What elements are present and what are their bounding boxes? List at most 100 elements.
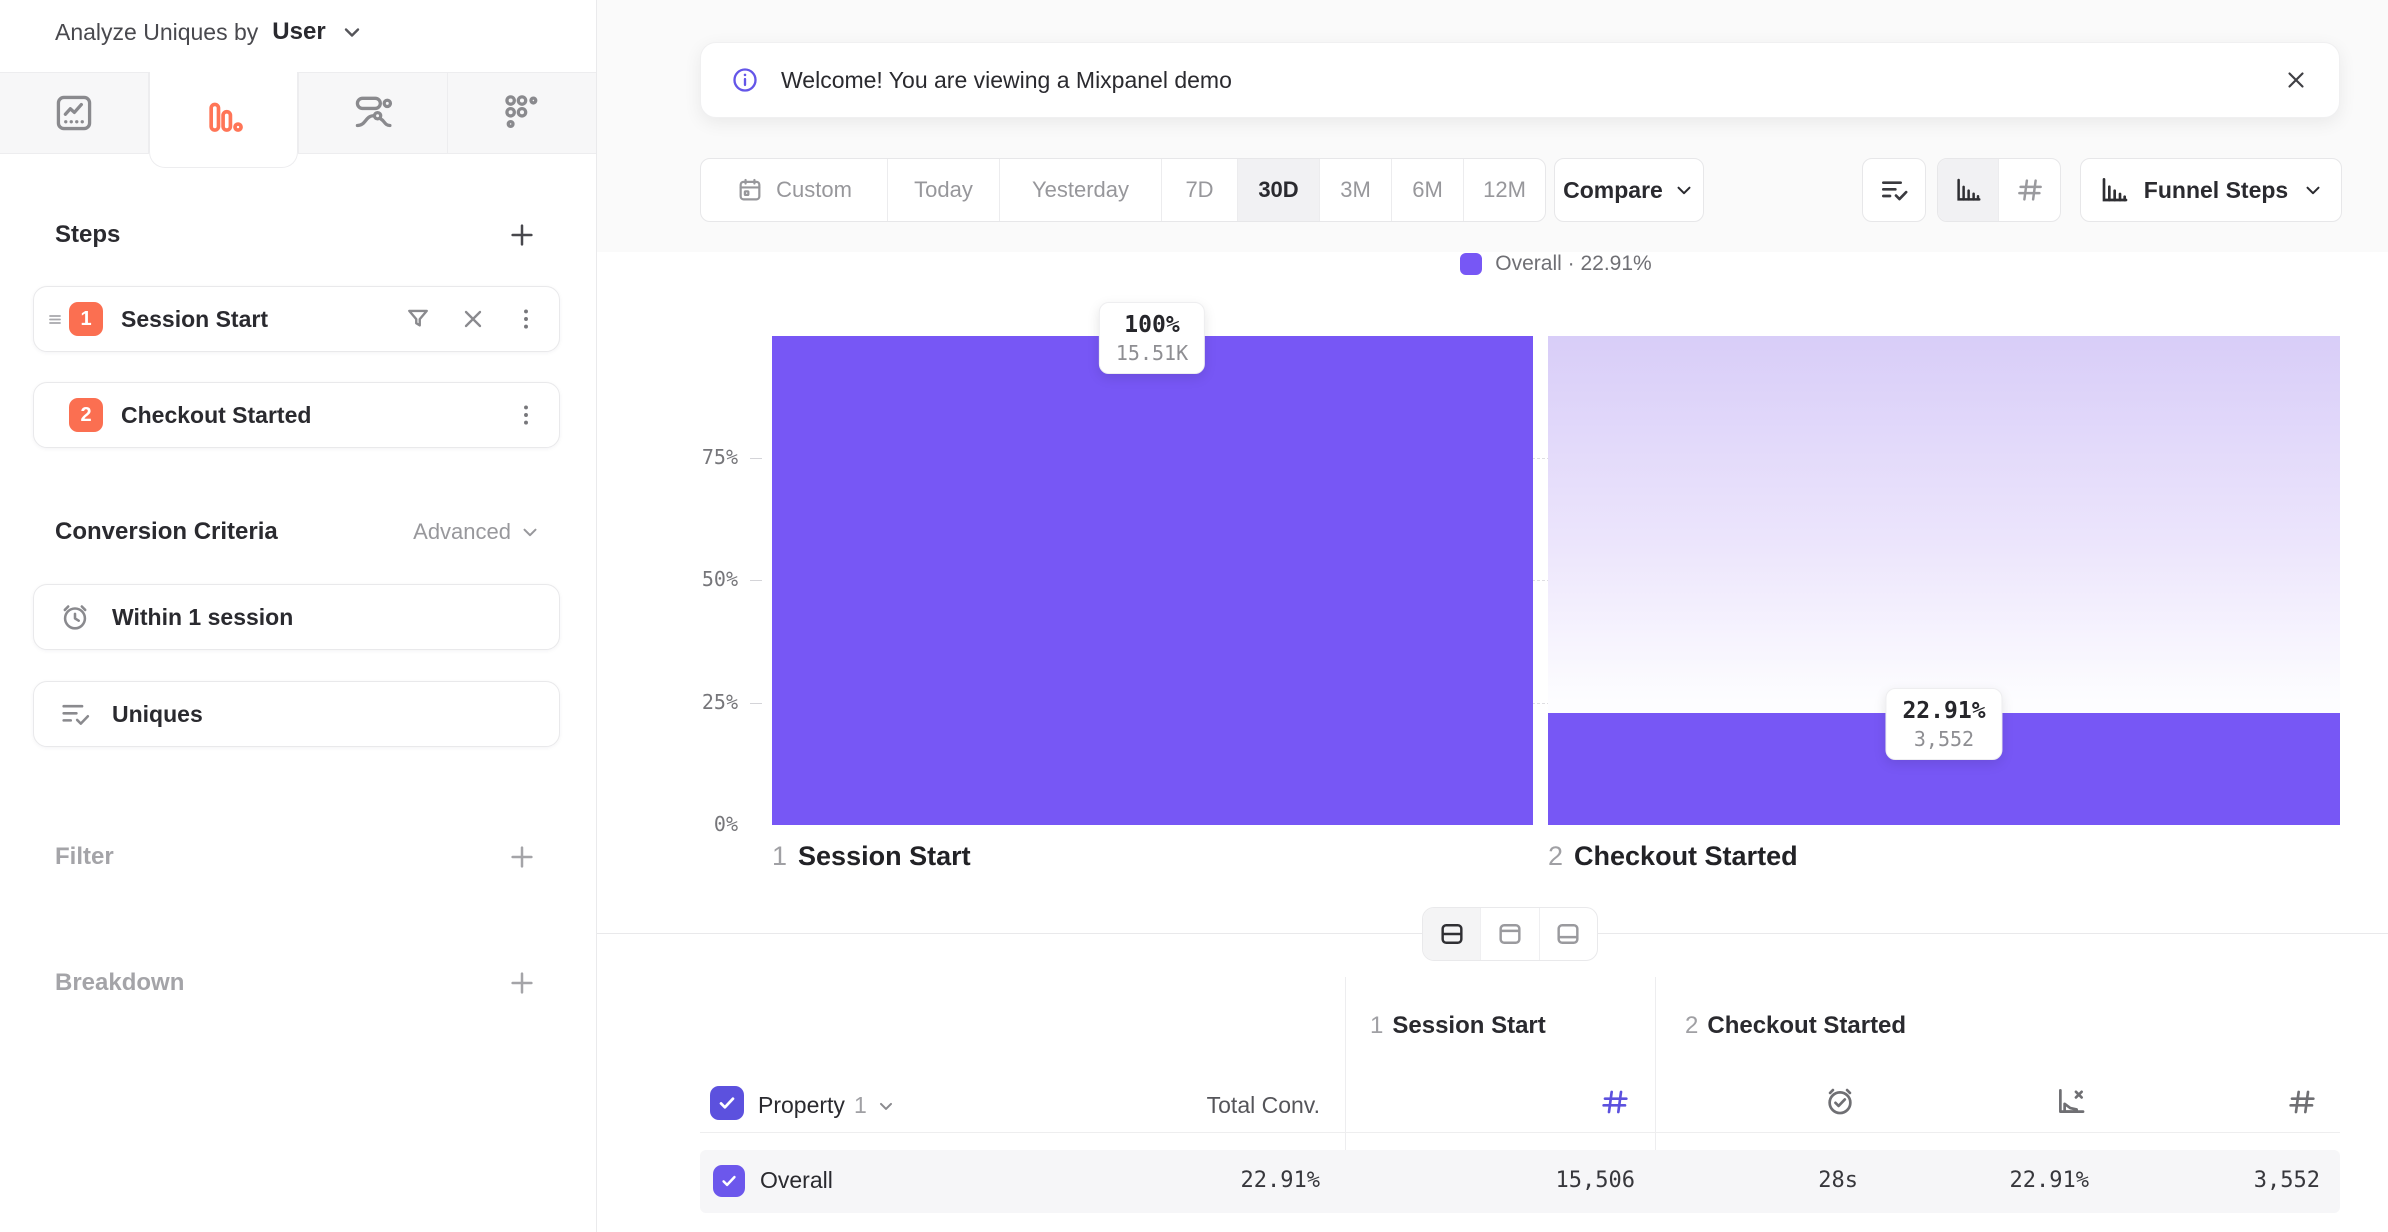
date-range-label: Yesterday bbox=[1031, 177, 1130, 202]
total-conv-column-header[interactable]: Total Conv. bbox=[1206, 1092, 1320, 1118]
date-range-7d[interactable]: 7D bbox=[1161, 159, 1237, 221]
analyze-by-dropdown[interactable]: User bbox=[272, 18, 326, 45]
step-card-2[interactable]: 2 Checkout Started bbox=[33, 382, 560, 448]
counting-method-card[interactable]: Uniques bbox=[33, 681, 560, 747]
split-view-toggle[interactable] bbox=[1423, 908, 1481, 960]
filter-funnel-icon[interactable] bbox=[403, 304, 433, 334]
step2-avg-time-column-header[interactable] bbox=[1818, 1084, 1862, 1118]
uniques-list-check-icon bbox=[1878, 174, 1910, 206]
conversion-window-value[interactable]: Within 1 session bbox=[112, 603, 294, 630]
remove-step-icon[interactable] bbox=[459, 305, 487, 333]
tab-flows[interactable] bbox=[298, 72, 447, 154]
property-column-header[interactable]: Property 1 bbox=[758, 1092, 896, 1119]
property-label: Property bbox=[758, 1092, 845, 1118]
step-event-name[interactable]: Checkout Started bbox=[121, 401, 312, 428]
x-axis-step-label-1: 1 Session Start bbox=[772, 841, 971, 872]
add-filter-button[interactable] bbox=[503, 838, 541, 876]
date-range-6m[interactable]: 6M bbox=[1391, 159, 1463, 221]
step-card-1[interactable]: 1 Session Start bbox=[33, 286, 560, 352]
axis-tick bbox=[750, 458, 762, 459]
breakdown-title: Breakdown bbox=[55, 969, 185, 996]
report-type-tabs bbox=[0, 72, 596, 168]
funnels-icon bbox=[202, 98, 246, 142]
advanced-label: Advanced bbox=[413, 519, 511, 544]
banner-close-icon[interactable] bbox=[2283, 67, 2309, 93]
info-icon bbox=[731, 66, 759, 94]
retention-icon bbox=[500, 91, 544, 135]
report-main-area: Welcome! You are viewing a Mixpanel demo… bbox=[596, 0, 2388, 1232]
conversion-window-card[interactable]: Within 1 session bbox=[33, 584, 560, 650]
date-range-12m[interactable]: 12M bbox=[1463, 159, 1545, 221]
bar-value-tooltip-step-1: 100% 15.51K bbox=[1098, 302, 1206, 374]
hash-icon bbox=[1599, 1086, 1631, 1118]
metric-uniques-button[interactable] bbox=[1862, 158, 1926, 222]
add-breakdown-button[interactable] bbox=[503, 964, 541, 1002]
table-header-underline bbox=[700, 1132, 2340, 1133]
step-number: 1 bbox=[772, 841, 788, 871]
add-step-button[interactable] bbox=[503, 216, 541, 254]
chart-legend: Overall · 22.91% bbox=[772, 252, 2340, 276]
funnel-bar-step-1[interactable] bbox=[772, 336, 1533, 825]
step2-uniques-column-header[interactable] bbox=[2280, 1086, 2324, 1118]
show-bars-toggle[interactable] bbox=[1938, 159, 2000, 221]
y-axis-label: 0% bbox=[713, 812, 738, 836]
property-count: 1 bbox=[853, 1092, 867, 1118]
date-range-custom[interactable]: Custom bbox=[701, 159, 887, 221]
date-range-label: 7D bbox=[1185, 177, 1214, 202]
compare-button[interactable]: Compare bbox=[1554, 158, 1704, 222]
step1-uniques-column-header[interactable] bbox=[1593, 1086, 1637, 1118]
select-all-checkbox[interactable] bbox=[710, 1086, 744, 1120]
chart-only-view-toggle[interactable] bbox=[1480, 908, 1538, 960]
legend-swatch bbox=[1460, 253, 1483, 275]
flows-icon bbox=[351, 91, 395, 135]
chart-view-dropdown[interactable]: Funnel Steps bbox=[2080, 158, 2342, 222]
compare-label: Compare bbox=[1563, 176, 1663, 203]
conversion-criteria-header: Conversion Criteria Advanced bbox=[55, 518, 541, 546]
group-step-name: Checkout Started bbox=[1707, 1012, 1907, 1039]
tooltip-percent: 22.91% bbox=[1902, 698, 1986, 724]
chevron-down-icon[interactable] bbox=[340, 20, 364, 44]
tab-retention[interactable] bbox=[447, 72, 596, 154]
counting-method-value[interactable]: Uniques bbox=[112, 700, 203, 727]
step-number-badge: 1 bbox=[69, 302, 103, 336]
step-kebab-menu-icon[interactable] bbox=[513, 402, 539, 428]
tooltip-count: 15.51K bbox=[1115, 341, 1189, 365]
y-axis-label: 25% bbox=[701, 690, 738, 714]
date-range-label: 30D bbox=[1258, 177, 1299, 202]
group-step-number: 1 bbox=[1370, 1012, 1384, 1039]
table-column-divider bbox=[1345, 977, 1346, 1150]
table-row-overall[interactable]: Overall 22.91% 15,506 28s 22.91% 3,552 bbox=[700, 1150, 2340, 1213]
step-event-name[interactable]: Session Start bbox=[121, 305, 268, 332]
analyze-label: Analyze Uniques by bbox=[55, 18, 259, 45]
date-range-today[interactable]: Today bbox=[887, 159, 999, 221]
step-name: Session Start bbox=[798, 841, 971, 871]
tab-funnels[interactable] bbox=[149, 72, 298, 168]
advanced-dropdown[interactable]: Advanced bbox=[413, 519, 541, 545]
date-range-30d-active[interactable]: 30D bbox=[1237, 159, 1319, 221]
axis-tick bbox=[750, 703, 762, 704]
drag-handle-icon[interactable] bbox=[43, 307, 67, 331]
clock-check-icon bbox=[1823, 1084, 1857, 1118]
row-checkbox[interactable] bbox=[713, 1165, 745, 1197]
funnel-steps-icon bbox=[2098, 174, 2130, 206]
row-name: Overall bbox=[760, 1167, 833, 1193]
tooltip-percent: 100% bbox=[1124, 312, 1180, 338]
panel-layout-toggle bbox=[1422, 907, 1598, 961]
alarm-clock-icon bbox=[58, 600, 92, 634]
show-numbers-toggle[interactable] bbox=[1999, 159, 2060, 221]
table-group-header-step-1: 1 Session Start bbox=[1370, 1012, 1546, 1040]
query-builder-sidebar: Analyze Uniques by User bbox=[0, 0, 597, 1232]
step2-conv-rate-column-header[interactable] bbox=[2049, 1084, 2093, 1118]
table-only-view-toggle[interactable] bbox=[1538, 908, 1597, 960]
date-range-3m[interactable]: 3M bbox=[1319, 159, 1391, 221]
filter-section-header: Filter bbox=[55, 838, 541, 876]
step-number: 2 bbox=[1548, 841, 1564, 871]
step-kebab-menu-icon[interactable] bbox=[513, 306, 539, 332]
tooltip-count: 3,552 bbox=[1913, 727, 1975, 751]
bar-chart-icon bbox=[1953, 175, 1983, 205]
chart-percent-icon bbox=[2054, 1084, 2088, 1118]
insights-icon bbox=[52, 91, 96, 135]
breakdown-section-header: Breakdown bbox=[55, 964, 541, 1002]
tab-insights[interactable] bbox=[0, 72, 149, 154]
date-range-yesterday[interactable]: Yesterday bbox=[999, 159, 1161, 221]
